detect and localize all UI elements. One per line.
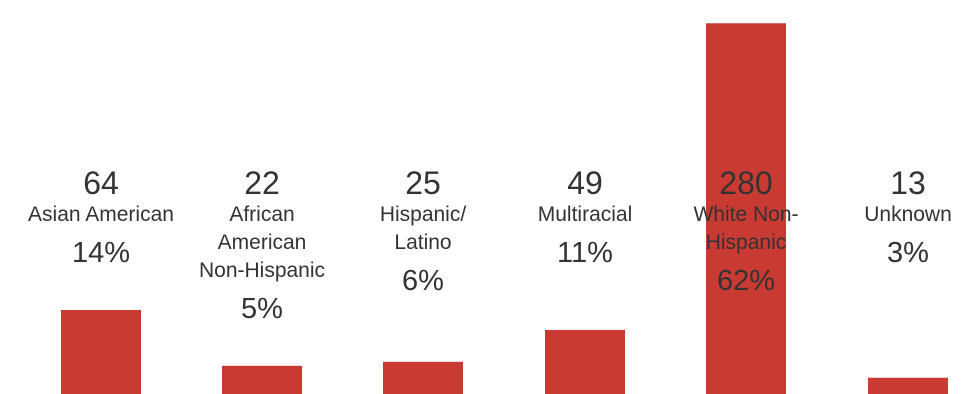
category-label: Asian American [6, 201, 196, 229]
value-label: 49 [567, 165, 603, 201]
bar-asian-american [61, 310, 141, 394]
category-group-asian-american: 64 Asian American 14% [6, 163, 196, 273]
category-group-white-non-hispanic: 280 White Non- Hispanic 62% [671, 163, 821, 301]
value-label: 13 [890, 165, 926, 201]
percent-label: 11% [557, 237, 613, 269]
percent-label: 3% [887, 237, 929, 269]
bars-layer [61, 23, 948, 394]
percent-label: 14% [71, 237, 131, 269]
bar-multiracial [545, 329, 625, 394]
category-group-multiracial: 49 Multiracial 11% [510, 163, 660, 273]
category-group-african-american-non-hispanic: 22 African American Non-Hispanic 5% [187, 163, 337, 329]
value-label: 22 [244, 165, 280, 201]
category-label-line: American [217, 231, 307, 254]
category-label-line: African [229, 203, 295, 226]
category-label: Unknown [833, 201, 979, 229]
category-label: White Non- Hispanic [671, 201, 821, 257]
category-label-line: Multiracial [537, 203, 633, 226]
category-group-hispanic-latino: 25 Hispanic/Latino 6% [348, 163, 498, 301]
category-label: African American Non-Hispanic [187, 201, 337, 285]
category-label-line: White Non- [693, 203, 799, 226]
category-label-line: Non-Hispanic [198, 259, 326, 282]
bar-unknown [868, 377, 948, 394]
category-label-line: Unknown [864, 203, 952, 226]
category-label-line: Latino [394, 231, 452, 254]
category-label: Hispanic/Latino [348, 201, 498, 257]
bar-white-non-hispanic [706, 23, 786, 394]
category-label-line: Hispanic/ [379, 203, 467, 226]
value-label: 25 [405, 165, 441, 201]
percent-label: 6% [402, 265, 444, 297]
percent-label: 5% [241, 293, 283, 325]
bar-african-american-non-hispanic [222, 365, 302, 394]
category-group-unknown: 13 Unknown 3% [833, 163, 979, 273]
value-label: 64 [83, 165, 119, 201]
category-label-line: Asian American [28, 203, 174, 226]
percent-label: 62% [716, 265, 776, 297]
category-label: Multiracial [510, 201, 660, 229]
bar-hispanic-latino [383, 361, 463, 394]
category-label-line: Hispanic [705, 231, 787, 254]
value-label: 280 [719, 165, 773, 201]
